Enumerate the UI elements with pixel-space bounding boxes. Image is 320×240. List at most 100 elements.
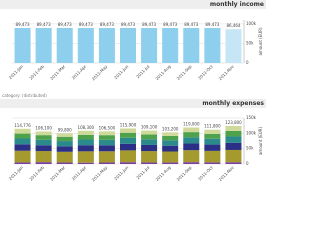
bar-segment <box>183 150 200 163</box>
bar-segment <box>119 143 137 151</box>
total-label: 106,500 <box>99 125 116 130</box>
bar-segment <box>77 139 94 146</box>
bar-segment <box>98 151 115 163</box>
bar-segment <box>14 150 31 163</box>
bar <box>98 28 115 63</box>
bar-segment <box>204 133 221 139</box>
x-tick-label: 2011-Jun <box>113 64 130 81</box>
total-label: 111,800 <box>204 124 221 129</box>
bar-segment <box>14 138 31 145</box>
value-label: 89,473 <box>163 22 177 27</box>
chart-title: monthly income <box>210 1 264 8</box>
x-tick-label: 2011-Jan <box>8 165 25 182</box>
x-tick-label: 2011-Oct <box>197 64 214 81</box>
total-label: 123,800 <box>225 120 242 125</box>
bar-segment <box>204 144 221 151</box>
bar <box>35 28 52 63</box>
y-tick-label: 150k <box>246 115 257 120</box>
bar-segment <box>204 138 221 145</box>
dashboard: category: (distributed) monthly income am… <box>0 0 266 182</box>
bar-segment <box>14 144 31 151</box>
bar-segment <box>162 132 179 136</box>
x-tick-label: 2011-Feb <box>28 64 45 81</box>
bar-segment <box>77 145 94 152</box>
x-tick-label: 2011-Oct <box>197 165 214 182</box>
bar-segment <box>77 162 94 164</box>
bar <box>56 28 73 63</box>
bar-segment <box>56 146 73 152</box>
x-tick-label: 2011-Sep <box>176 64 193 81</box>
category-note: category: (distributed) <box>2 93 47 98</box>
bar-segment <box>225 136 242 143</box>
y-tick-label: 0 <box>246 161 249 166</box>
bar <box>225 29 242 63</box>
bar-segment <box>225 142 242 150</box>
bar-segment <box>119 128 137 133</box>
bar-segment <box>35 135 52 140</box>
bar <box>141 28 158 63</box>
value-label: 89,473 <box>58 22 72 27</box>
x-tick-label: 2011-May <box>91 63 109 81</box>
chart-title: monthly expenses <box>202 100 264 107</box>
value-label: 89,473 <box>184 22 198 27</box>
total-label: 119,000 <box>183 122 200 127</box>
bar-segment <box>225 162 242 164</box>
bar-segment <box>119 162 137 164</box>
x-tick-label: 2011-Mar <box>49 64 66 81</box>
x-tick-label: 2011-Sep <box>176 165 193 182</box>
bar-segment <box>56 141 73 147</box>
value-label: 89,473 <box>142 22 156 27</box>
bar-segment <box>35 162 52 164</box>
x-tick-label: 2011-Jul <box>135 165 150 180</box>
bar-segment <box>35 151 52 163</box>
bar-segment <box>162 140 179 146</box>
value-label: 89,473 <box>79 22 93 27</box>
bar <box>119 28 137 63</box>
bar-segment <box>98 135 115 140</box>
x-tick-label: 2011-Aug <box>154 64 172 82</box>
x-tick-label: 2011-May <box>91 164 109 182</box>
bar-segment <box>141 130 158 135</box>
total-label: 109,100 <box>141 125 158 130</box>
bar-segment <box>204 129 221 134</box>
bar-segment <box>98 162 115 164</box>
bar-segment <box>14 162 31 164</box>
bar-segment <box>225 130 242 137</box>
bar-segment <box>98 131 115 136</box>
bar-segment <box>77 130 94 135</box>
bar <box>77 28 94 63</box>
y-axis-title: amount (EUR) <box>258 127 263 156</box>
bar-segment <box>141 134 158 140</box>
bar-segment <box>225 149 242 163</box>
total-label: 115,900 <box>120 122 137 127</box>
y-axis-title: amount (EUR) <box>258 27 263 56</box>
x-tick-label: 2011-Nov <box>218 63 236 81</box>
total-label: 99,800 <box>58 127 72 132</box>
value-label: 89,473 <box>37 22 51 27</box>
bar-segment <box>162 151 179 163</box>
x-tick-label: 2011-Mar <box>49 165 66 182</box>
value-label: 89,473 <box>16 22 30 27</box>
bar-segment <box>35 139 52 146</box>
bar-segment <box>141 144 158 152</box>
y-tick-label: 50k <box>246 40 254 45</box>
bar-segment <box>225 126 242 131</box>
bar-segment <box>35 145 52 152</box>
bar-segment <box>35 131 52 136</box>
header-bar <box>0 0 266 9</box>
bar-segment <box>204 162 221 164</box>
value-label: 89,473 <box>100 22 114 27</box>
bar-segment <box>119 132 137 138</box>
bar-segment <box>56 136 73 142</box>
bar-segment <box>98 145 115 152</box>
bar-segment <box>183 137 200 144</box>
bar-segment <box>141 139 158 145</box>
bar-segment <box>183 127 200 133</box>
bar-segment <box>183 162 200 164</box>
bar-segment <box>56 133 73 137</box>
total-label: 103,200 <box>162 126 179 131</box>
header-bar <box>0 99 266 108</box>
bar-segment <box>162 162 179 164</box>
bar-segment <box>77 151 94 163</box>
x-tick-label: 2011-Apr <box>71 64 88 81</box>
